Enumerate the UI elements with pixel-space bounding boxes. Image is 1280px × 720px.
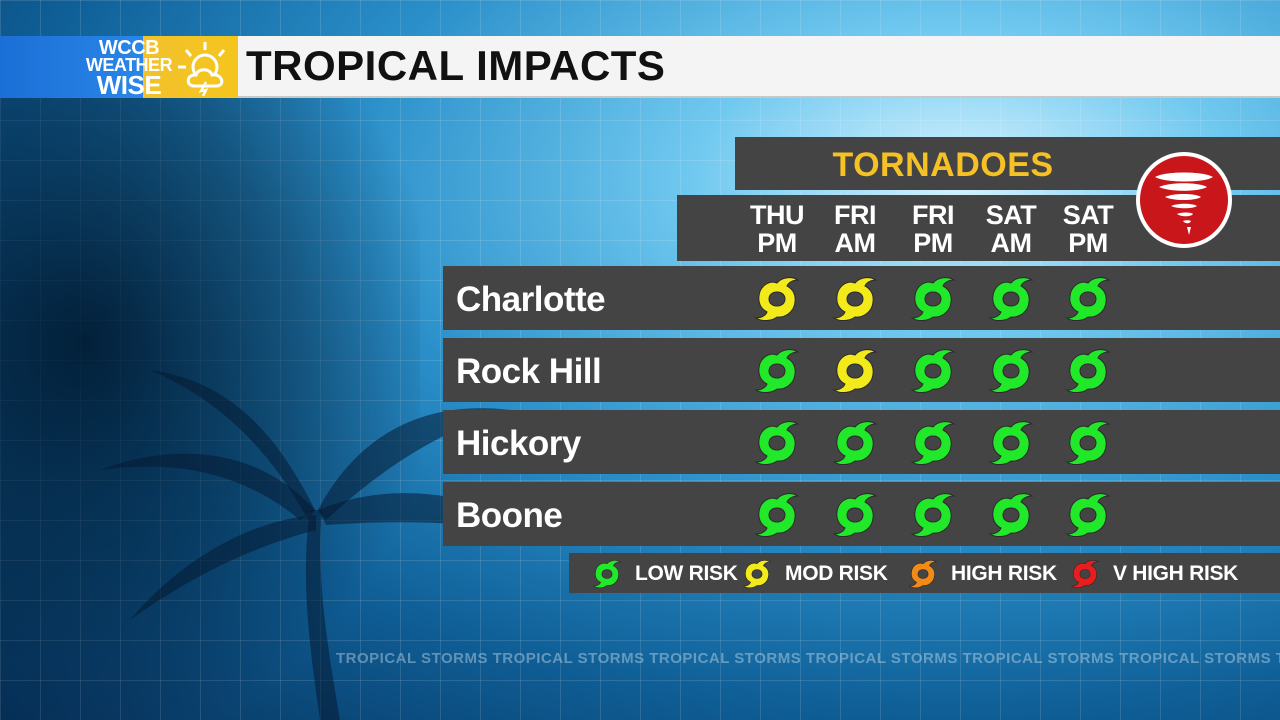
sun-cloud-icon	[178, 42, 226, 96]
city-row: Rock Hill	[443, 338, 1280, 402]
city-name: Charlotte	[456, 280, 606, 319]
risk-cell	[1063, 490, 1113, 540]
period-label: PM	[757, 228, 797, 258]
hurricane-icon	[988, 493, 1034, 537]
risk-cell	[830, 274, 880, 324]
hurricane-icon	[910, 421, 956, 465]
risk-cell	[986, 490, 1036, 540]
period-label: PM	[913, 228, 953, 258]
city-row: Boone	[443, 482, 1280, 546]
logo-line-1: WCCB	[98, 37, 160, 59]
risk-legend: LOW RISK MOD RISK HIGH RISK V HIGH RISK	[569, 553, 1280, 593]
risk-cell	[752, 346, 802, 396]
hurricane-icon	[754, 493, 800, 537]
risk-cell	[830, 490, 880, 540]
hurricane-icon	[754, 349, 800, 393]
risk-cell	[830, 418, 880, 468]
legend-icon	[741, 558, 773, 590]
hurricane-icon	[1070, 559, 1100, 589]
hurricane-icon	[742, 559, 772, 589]
legend-icon	[907, 558, 939, 590]
hurricane-icon	[592, 559, 622, 589]
risk-cell	[908, 346, 958, 396]
background-watermark-text: TROPICAL STORMS TROPICAL STORMS TROPICAL…	[336, 650, 1280, 667]
risk-cell	[1063, 346, 1113, 396]
city-name: Hickory	[456, 424, 581, 463]
hurricane-icon	[988, 421, 1034, 465]
hurricane-icon	[832, 421, 878, 465]
risk-cell	[752, 490, 802, 540]
day-label: FRI	[834, 200, 877, 230]
period-label: AM	[834, 228, 877, 258]
risk-cell	[908, 490, 958, 540]
city-name: Boone	[456, 496, 563, 535]
page-title: TROPICAL IMPACTS	[246, 42, 666, 89]
legend-label: LOW RISK	[635, 562, 738, 585]
day-column-header: SAT PM	[1058, 201, 1118, 257]
risk-cell	[1063, 274, 1113, 324]
tornadoes-title: TORNADOES	[832, 146, 1054, 184]
period-label: PM	[1068, 228, 1108, 258]
logo-line-2: WEATHER	[85, 55, 173, 76]
hurricane-icon	[1065, 493, 1111, 537]
hurricane-icon	[1065, 421, 1111, 465]
day-column-header: SAT AM	[981, 201, 1041, 257]
hurricane-icon	[988, 277, 1034, 321]
legend-label: V HIGH RISK	[1113, 562, 1239, 585]
city-row: Hickory	[443, 410, 1280, 474]
risk-cell	[986, 274, 1036, 324]
hurricane-icon	[832, 349, 878, 393]
day-label: THU	[750, 200, 805, 230]
tornado-icon	[1136, 152, 1232, 248]
hurricane-icon	[754, 277, 800, 321]
hurricane-icon	[1065, 349, 1111, 393]
background-shade	[0, 90, 420, 720]
risk-cell	[752, 274, 802, 324]
hurricane-icon	[1065, 277, 1111, 321]
day-label: SAT	[1062, 200, 1114, 230]
day-label: SAT	[985, 200, 1037, 230]
hurricane-icon	[910, 349, 956, 393]
legend-label: MOD RISK	[785, 562, 888, 585]
day-column-header: THU PM	[747, 201, 807, 257]
city-name: Rock Hill	[456, 352, 602, 391]
risk-cell	[830, 346, 880, 396]
day-column-header: FRI AM	[825, 201, 885, 257]
hurricane-icon	[832, 493, 878, 537]
hurricane-icon	[908, 559, 938, 589]
city-row: Charlotte	[443, 266, 1280, 330]
hurricane-icon	[988, 349, 1034, 393]
risk-cell	[908, 418, 958, 468]
logo-text: WCCB WEATHER WISE	[84, 37, 174, 100]
risk-cell	[986, 346, 1036, 396]
legend-icon	[1069, 558, 1101, 590]
hurricane-icon	[910, 493, 956, 537]
risk-cell	[1063, 418, 1113, 468]
hurricane-icon	[910, 277, 956, 321]
period-label: AM	[990, 228, 1033, 258]
legend-label: HIGH RISK	[951, 562, 1057, 585]
day-column-header: FRI PM	[903, 201, 963, 257]
legend-icon	[591, 558, 623, 590]
risk-cell	[908, 274, 958, 324]
day-label: FRI	[912, 200, 955, 230]
risk-cell	[752, 418, 802, 468]
hurricane-icon	[754, 421, 800, 465]
logo-line-3: WISE	[96, 69, 162, 100]
risk-cell	[986, 418, 1036, 468]
station-logo	[0, 36, 238, 98]
hurricane-icon	[832, 277, 878, 321]
